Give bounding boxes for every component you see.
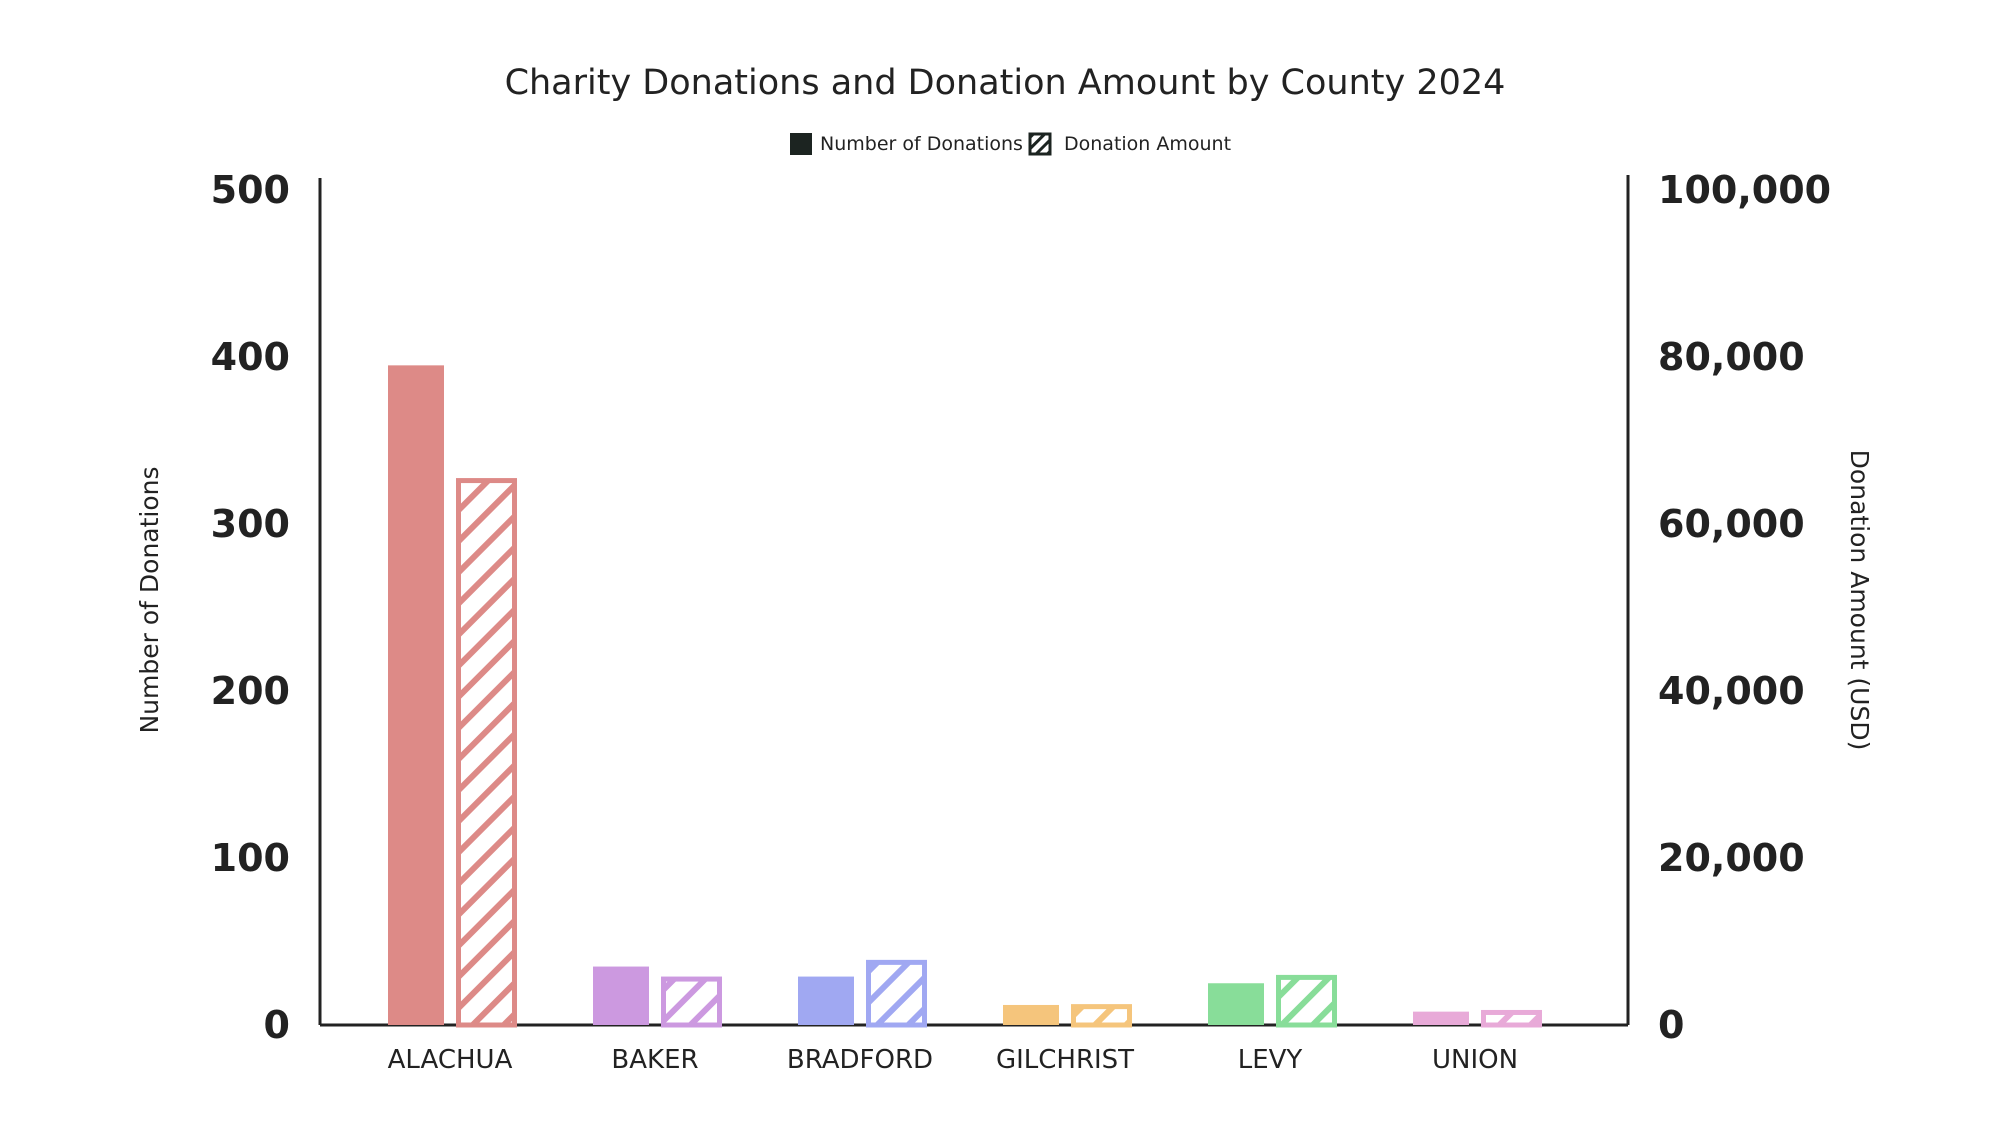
bar-count-union: [1413, 1011, 1469, 1025]
bar-amount-levy: [1276, 974, 1337, 1028]
labels: 0 100 200 300 400 500 0 20,000 40,000 60,000 80,00…: [135, 168, 1874, 1075]
bar-amount-gilchrist: [1071, 1004, 1132, 1028]
left-tick-label: 200: [211, 669, 290, 713]
bar-amount-bradford: [866, 959, 927, 1028]
left-tick-label: 0: [264, 1003, 290, 1047]
bar-count-alachua: [388, 365, 444, 1026]
category-label-union: UNION: [1432, 1045, 1518, 1075]
y-axis-title-right: Donation Amount (USD): [1845, 450, 1874, 751]
legend-label-count: Number of Donations: [820, 133, 1023, 155]
right-tick-label: 20,000: [1658, 836, 1805, 880]
legend-swatch-hatched: [1028, 132, 1052, 156]
category-label-levy: LEVY: [1238, 1045, 1303, 1075]
legend: Number of Donations Donation Amount: [790, 132, 1231, 156]
right-tick-label: 100,000: [1658, 168, 1831, 212]
left-tick-label: 500: [211, 168, 290, 212]
bar-amount-baker: [661, 976, 722, 1028]
right-tick-label: 40,000: [1658, 669, 1805, 713]
chart-title: Charity Donations and Donation Amount by…: [505, 63, 1506, 103]
legend-swatch-solid: [790, 133, 812, 155]
bar-count-gilchrist: [1003, 1004, 1059, 1025]
left-tick-label: 400: [211, 335, 290, 379]
bar-amount-union: [1481, 1009, 1542, 1028]
bar-count-baker: [593, 966, 649, 1025]
category-label-gilchrist: GILCHRIST: [996, 1045, 1134, 1075]
bar-amount-alachua: [456, 478, 517, 1028]
legend-label-amount: Donation Amount: [1064, 133, 1231, 155]
y-axis-title-left: Number of Donations: [135, 466, 164, 733]
right-tick-label: 0: [1658, 1003, 1684, 1047]
left-tick-label: 100: [211, 836, 290, 880]
category-label-baker: BAKER: [611, 1045, 698, 1075]
category-label-alachua: ALACHUA: [388, 1045, 513, 1075]
left-tick-label: 300: [211, 502, 290, 546]
bar-count-bradford: [798, 976, 854, 1025]
axes: [318, 175, 1630, 1027]
right-tick-label: 60,000: [1658, 502, 1805, 546]
bars: [388, 365, 1542, 1028]
category-label-bradford: BRADFORD: [787, 1045, 933, 1075]
bar-count-levy: [1208, 983, 1264, 1025]
right-tick-label: 80,000: [1658, 335, 1805, 379]
